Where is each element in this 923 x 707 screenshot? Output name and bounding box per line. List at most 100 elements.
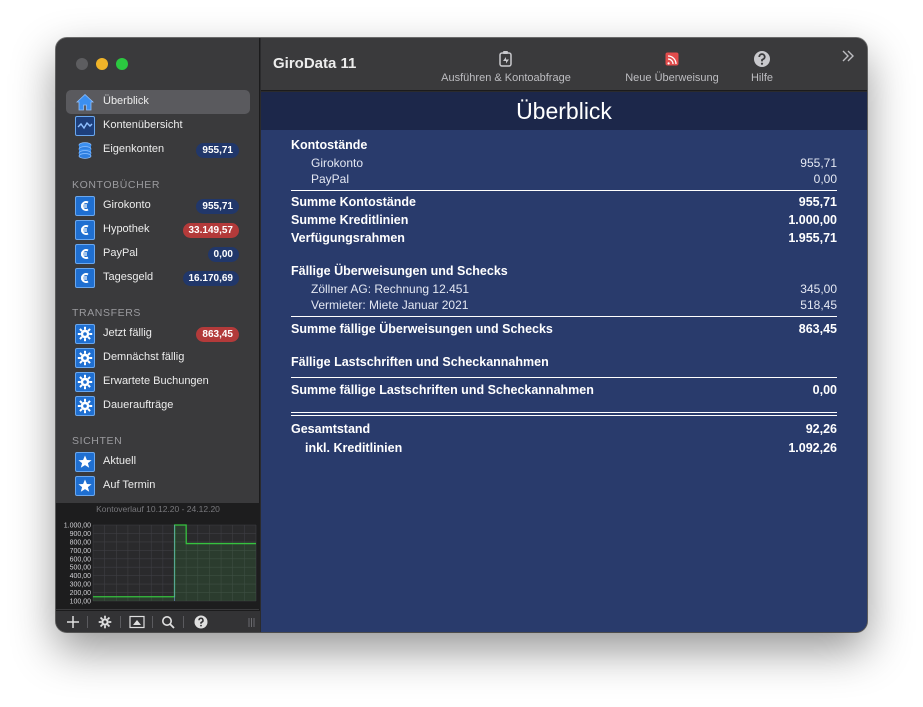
resize-handle[interactable] [242, 613, 260, 631]
sidebar-item-jetzt-faellig[interactable]: Jetzt fällig 863,45 [66, 322, 250, 346]
section-heading-label: Fällige Lastschriften und Scheckannahmen [291, 355, 549, 369]
sidebar-item-aktuell[interactable]: Aktuell [66, 450, 250, 474]
help-toolbar-button[interactable]: Hilfe [736, 50, 788, 88]
row-label: Summe Kontostände [291, 195, 417, 209]
sidebar-item-label: Kontenübersicht [103, 119, 183, 131]
minimize-window-button[interactable] [96, 58, 108, 70]
gear-icon [98, 615, 112, 629]
sidebar-item-girokonto[interactable]: Girokonto 955,71 [66, 194, 250, 218]
row-value: 0,00 [812, 383, 837, 397]
double-divider-top [291, 412, 837, 413]
sum-due-debits-row: Summe fällige Lastschriften und Scheckan… [291, 383, 837, 399]
separator [87, 616, 88, 628]
count-badge: 863,45 [196, 327, 239, 342]
balance-badge: 16.170,69 [182, 271, 239, 286]
page-title: Überblick [516, 98, 612, 124]
sidebar-item-label: Aktuell [103, 455, 137, 467]
account-book-icon [75, 268, 95, 288]
y-tick-label: 300,00 [70, 582, 92, 589]
y-tick-label: 600,00 [70, 556, 92, 563]
toolbar-label: Neue Überweisung [625, 72, 719, 84]
account-book-icon [75, 220, 95, 240]
section-heading-due-debits: Fällige Lastschriften und Scheckannahmen [291, 355, 837, 371]
row-label: PayPal [311, 172, 350, 186]
sidebar-item-label: Daueraufträge [103, 399, 174, 411]
section-heading-label: Fällige Überweisungen und Schecks [291, 264, 508, 278]
sum-due-transfers-row: Summe fällige Überweisungen und Schecks … [291, 322, 837, 338]
row-label: inkl. Kreditlinien [305, 441, 403, 455]
y-tick-label: 200,00 [70, 590, 92, 597]
y-tick-label: 1.000,00 [64, 523, 91, 530]
balance-row: Girokonto 955,71 [291, 156, 837, 172]
account-book-icon [75, 244, 95, 264]
due-transfer-row[interactable]: Zöllner AG: Rechnung 12.451 345,00 [291, 282, 837, 298]
y-tick-label: 900,00 [70, 531, 92, 538]
overview-panel: Überblick Kontostände Girokonto 955,71 P… [261, 92, 867, 632]
execute-sync-button[interactable]: Ausführen & Kontoabfrage [431, 50, 581, 88]
sidebar-item-demnaechst-faellig[interactable]: Demnächst fällig [66, 346, 250, 370]
row-value: 863,45 [798, 322, 837, 336]
sidebar-item-label: PayPal [103, 247, 138, 259]
balance-badge: 955,71 [196, 143, 239, 158]
balance-badge: 955,71 [196, 199, 239, 214]
sidebar-item-label: Tagesgeld [103, 271, 154, 283]
sidebar-item-label: Auf Termin [103, 479, 156, 491]
search-button[interactable] [159, 613, 177, 631]
gear-icon [75, 324, 95, 344]
divider [291, 316, 837, 317]
row-label: Gesamtstand [291, 422, 371, 436]
coins-stack-icon [75, 140, 95, 160]
row-value: 955,71 [798, 195, 837, 209]
row-value: 0,00 [813, 172, 837, 186]
section-title-sichten: SICHTEN [72, 435, 123, 447]
zoom-window-button[interactable] [116, 58, 128, 70]
toolbar-label: Hilfe [750, 72, 773, 84]
chart-line-icon [75, 116, 95, 136]
row-label: Verfügungsrahmen [291, 231, 405, 245]
row-label: Vermieter: Miete Januar 2021 [311, 298, 469, 312]
add-button[interactable] [64, 613, 82, 631]
sidebar-item-erwartete-buchungen[interactable]: Erwartete Buchungen [66, 370, 250, 394]
due-transfer-row[interactable]: Vermieter: Miete Januar 2021 518,45 [291, 298, 837, 314]
help-button[interactable] [192, 613, 210, 631]
sidebar-item-tagesgeld[interactable]: Tagesgeld 16.170,69 [66, 266, 250, 290]
transfer-form-icon [665, 52, 679, 66]
toolbar-label: Ausführen & Kontoabfrage [441, 72, 571, 84]
execute-icon [499, 51, 512, 67]
account-book-icon [75, 196, 95, 216]
balance-row: PayPal 0,00 [291, 172, 837, 188]
star-icon [75, 476, 95, 496]
sidebar-item-auf-termin[interactable]: Auf Termin [66, 474, 250, 498]
app-title: GiroData 11 [273, 55, 357, 72]
row-label: Summe fällige Lastschriften und Scheckan… [291, 383, 594, 397]
settings-button[interactable] [96, 613, 114, 631]
sidebar-item-ueberblick[interactable]: Überblick [66, 90, 250, 114]
divider [291, 190, 837, 191]
home-icon [75, 92, 95, 112]
row-label: Girokonto [311, 156, 364, 170]
double-divider-bottom [291, 415, 837, 416]
close-window-button[interactable] [76, 58, 88, 70]
row-label: Summe Kreditlinien [291, 213, 409, 227]
gear-icon [75, 396, 95, 416]
sidebar-item-dauerauftraege[interactable]: Daueraufträge [66, 394, 250, 418]
balance-badge: 33.149,57 [182, 223, 239, 238]
sidebar-item-label: Eigenkonten [103, 143, 165, 155]
sidebar-bottom-bar [56, 610, 260, 632]
new-transfer-button[interactable]: Neue Überweisung [616, 50, 728, 88]
sidebar-item-hypothek[interactable]: Hypothek 33.149,57 [66, 218, 250, 242]
sidebar-item-eigenkonten[interactable]: Eigenkonten 955,71 [66, 138, 250, 162]
toggle-chart-button[interactable] [128, 613, 146, 631]
balance-history-chart: Kontoverlauf 10.12.20 - 24.12.20 1.000,0… [56, 503, 260, 609]
chart-caption: Kontoverlauf 10.12.20 - 24.12.20 [96, 504, 220, 514]
toolbar-overflow-button[interactable] [841, 48, 855, 68]
row-value: 92,26 [805, 422, 837, 436]
star-icon [75, 452, 95, 472]
sidebar-item-paypal[interactable]: PayPal 0,00 [66, 242, 250, 266]
y-tick-label: 400,00 [70, 573, 92, 580]
separator [120, 616, 121, 628]
y-tick-label: 100,00 [70, 599, 92, 606]
sidebar-item-kontenuebersicht[interactable]: Kontenübersicht [66, 114, 250, 138]
gear-icon [75, 372, 95, 392]
